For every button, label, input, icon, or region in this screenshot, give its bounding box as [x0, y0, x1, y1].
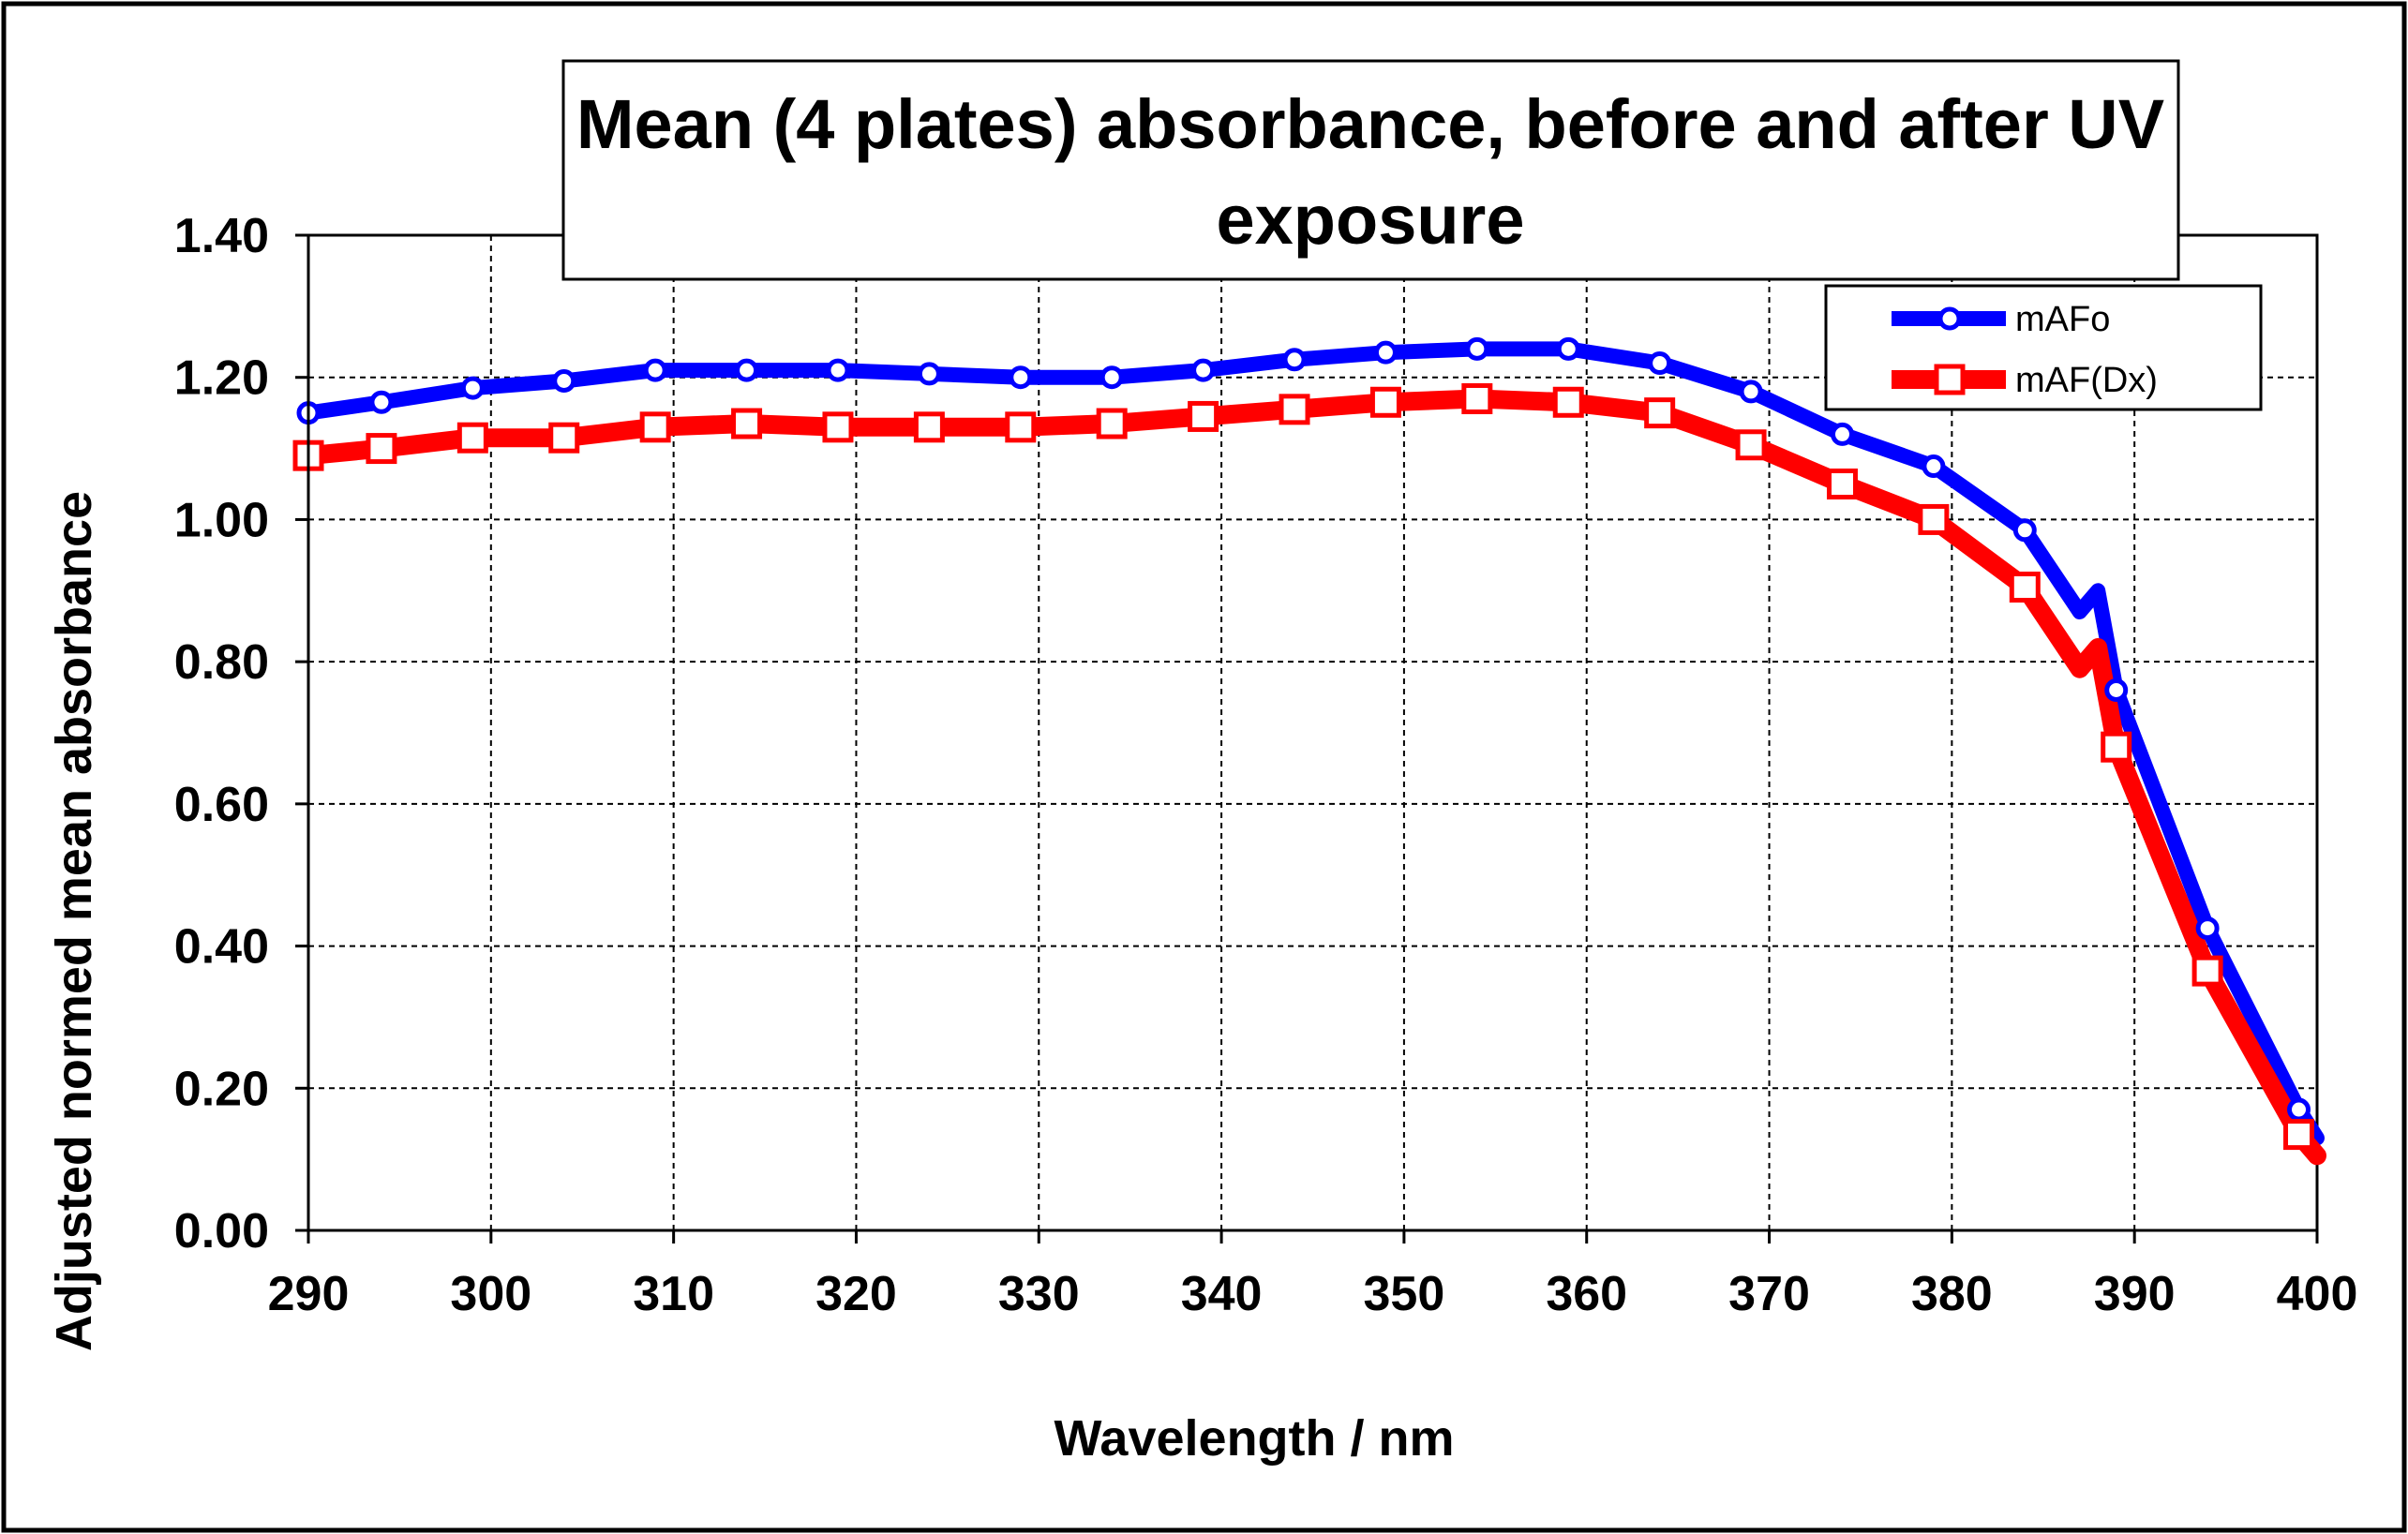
marker-mAFo-364 [1648, 351, 1672, 376]
x-tick-label-390: 390 [2094, 1267, 2176, 1321]
marker-mAF(Dx)-379 [1918, 503, 1950, 535]
y-tick-label-0: 0.00 [174, 1204, 269, 1258]
y-axis-title: Adjusted normed mean absorbance [46, 491, 102, 1351]
marker-mAF(Dx)-299 [456, 422, 488, 454]
marker-mAFo-329 [1009, 365, 1033, 390]
x-tick-label-330: 330 [998, 1267, 1080, 1321]
marker-mAF(Dx)-384 [2009, 571, 2041, 603]
marker-mAFo-394 [2195, 916, 2220, 941]
legend-label-mAF-Dx: mAF(Dx) [2015, 361, 2158, 400]
y-tick-label-5: 1.00 [174, 493, 269, 547]
x-tick-label-380: 380 [1911, 1267, 1993, 1321]
series-layer [292, 336, 2326, 1166]
marker-mAFo-309 [643, 358, 667, 382]
chart-title-line-1: Mean (4 plates) absorbance, before and a… [576, 85, 2164, 163]
marker-mAF(Dx)-344 [1279, 394, 1310, 425]
marker-mAF(Dx)-394 [2191, 955, 2223, 987]
marker-mAF(Dx)-319 [822, 411, 854, 443]
marker-mAF(Dx)-354 [1461, 382, 1493, 414]
marker-mAFo-334 [1099, 365, 1124, 390]
legend-marker-mAFo [1937, 306, 1962, 331]
marker-mAFo-389 [2104, 678, 2129, 702]
marker-mAFo-349 [1373, 340, 1398, 365]
x-tick-label-320: 320 [815, 1267, 897, 1321]
marker-mAFo-319 [826, 358, 850, 382]
axes: 290 300 310 320 330 340 350 360 370 380 390 400 0.00… [174, 209, 2358, 1321]
y-tick-label-4: 0.80 [174, 635, 269, 690]
marker-mAF(Dx)-329 [1005, 411, 1037, 443]
marker-mAF(Dx)-294 [366, 433, 397, 465]
marker-mAFo-354 [1465, 336, 1489, 361]
marker-mAFo-379 [1922, 454, 1946, 479]
x-axis-title: Wavelength / nm [1054, 1410, 1454, 1467]
chart-title-box: Mean (4 plates) absorbance, before and a… [561, 59, 2180, 281]
marker-mAF(Dx)-324 [913, 411, 945, 443]
marker-mAF(Dx)-349 [1369, 386, 1401, 418]
marker-mAF(Dx)-314 [731, 408, 763, 439]
marker-mAF(Dx)-359 [1552, 386, 1584, 418]
marker-mAFo-294 [369, 390, 394, 414]
y-tick-label-1: 0.20 [174, 1062, 269, 1116]
x-tick-label-290: 290 [268, 1267, 350, 1321]
y-tick-label-6: 1.20 [174, 351, 269, 406]
marker-mAF(Dx)-304 [548, 422, 580, 454]
x-tick-label-370: 370 [1728, 1267, 1810, 1321]
marker-mAFo-314 [735, 358, 759, 382]
y-tick-label-2: 0.40 [174, 920, 269, 975]
legend-marker-mAF-Dx [1934, 364, 1966, 395]
marker-mAF(Dx)-389 [2101, 731, 2132, 763]
title-border [561, 59, 2180, 281]
chart-title-line-2: exposure [1216, 181, 1524, 259]
x-tick-label-350: 350 [1364, 1267, 1445, 1321]
y-tick-label-7: 1.40 [174, 209, 269, 263]
marker-mAFo-359 [1556, 336, 1580, 361]
marker-mAFo-339 [1191, 358, 1216, 382]
marker-mAF(Dx)-399 [2283, 1119, 2315, 1151]
marker-mAFo-344 [1282, 348, 1307, 372]
marker-mAF(Dx)-364 [1644, 397, 1676, 429]
x-tick-label-400: 400 [2277, 1267, 2358, 1321]
legend-label-mAFo: mAFo [2015, 300, 2110, 339]
marker-mAF(Dx)-309 [639, 411, 671, 443]
marker-mAF(Dx)-369 [1735, 429, 1767, 461]
x-tick-label-360: 360 [1546, 1267, 1627, 1321]
legend: mAFo mAF(Dx) [1824, 284, 2263, 411]
series-line-mAFo [301, 341, 2325, 1146]
marker-mAF(Dx)-334 [1096, 408, 1128, 439]
marker-mAF(Dx)-339 [1188, 400, 1219, 432]
x-tick-label-340: 340 [1181, 1267, 1263, 1321]
marker-mAFo-369 [1739, 380, 1763, 404]
marker-mAFo-374 [1830, 422, 1854, 446]
marker-mAFo-384 [2012, 518, 2037, 543]
y-tick-label-3: 0.60 [174, 778, 269, 832]
marker-mAFo-299 [460, 376, 485, 400]
marker-mAF(Dx)-374 [1826, 469, 1858, 499]
marker-mAFo-324 [917, 362, 941, 386]
marker-mAFo-304 [552, 369, 576, 394]
marker-mAFo-399 [2287, 1097, 2311, 1122]
x-tick-label-310: 310 [633, 1267, 714, 1321]
x-tick-label-300: 300 [450, 1267, 531, 1321]
